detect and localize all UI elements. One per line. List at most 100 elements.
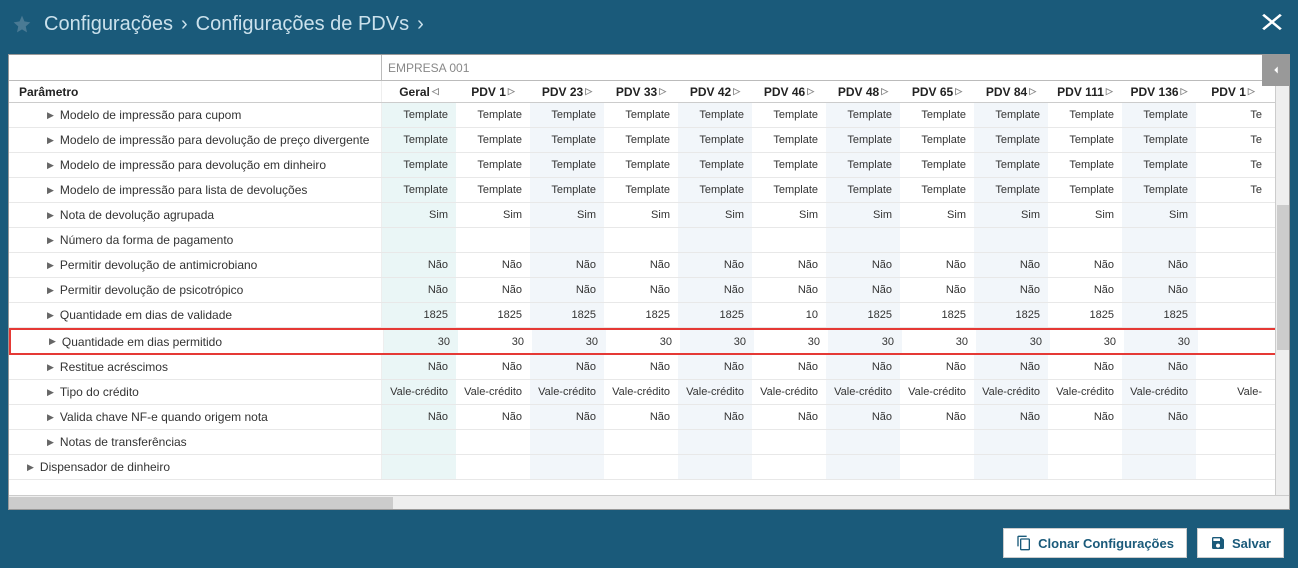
table-row[interactable]: ▶Dispensador de dinheiro bbox=[9, 455, 1289, 480]
expand-icon[interactable]: ▶ bbox=[47, 110, 54, 121]
cell[interactable]: Template bbox=[900, 178, 974, 202]
cell[interactable]: Template bbox=[604, 153, 678, 177]
expand-icon[interactable]: ▶ bbox=[47, 310, 54, 321]
cell[interactable] bbox=[900, 430, 974, 454]
cell[interactable]: Não bbox=[1122, 253, 1196, 277]
cell[interactable]: Não bbox=[974, 253, 1048, 277]
cell[interactable]: Não bbox=[604, 355, 678, 379]
cell[interactable]: Não bbox=[900, 355, 974, 379]
cell[interactable]: Template bbox=[1048, 103, 1122, 127]
cell[interactable]: 1825 bbox=[530, 303, 604, 327]
cell[interactable]: Vale-crédito bbox=[678, 380, 752, 404]
cell[interactable]: Não bbox=[752, 405, 826, 429]
cell[interactable]: Sim bbox=[382, 203, 456, 227]
table-row[interactable]: ▶Restitue acréscimosNãoNãoNãoNãoNãoNãoNã… bbox=[9, 355, 1289, 380]
cell[interactable]: 30 bbox=[680, 330, 754, 353]
cell[interactable]: Não bbox=[456, 278, 530, 302]
cell[interactable]: Não bbox=[456, 405, 530, 429]
cell[interactable]: Template bbox=[900, 128, 974, 152]
cell[interactable]: Vale-crédito bbox=[1122, 380, 1196, 404]
cell[interactable]: Não bbox=[900, 253, 974, 277]
cell[interactable] bbox=[900, 455, 974, 479]
cell[interactable]: 30 bbox=[754, 330, 828, 353]
expand-icon[interactable]: ▶ bbox=[47, 160, 54, 171]
cell[interactable]: Sim bbox=[974, 203, 1048, 227]
expand-icon[interactable]: ▶ bbox=[47, 387, 54, 398]
cell[interactable]: 30 bbox=[976, 330, 1050, 353]
cell[interactable]: Sim bbox=[456, 203, 530, 227]
cell[interactable]: Template bbox=[826, 103, 900, 127]
breadcrumb-item-2[interactable]: Configurações de PDVs bbox=[196, 13, 409, 36]
cell[interactable] bbox=[530, 455, 604, 479]
cell[interactable] bbox=[826, 430, 900, 454]
table-row[interactable]: ▶Tipo do créditoVale-créditoVale-crédito… bbox=[9, 380, 1289, 405]
cell[interactable]: 30 bbox=[458, 330, 532, 353]
cell[interactable]: Template bbox=[900, 103, 974, 127]
collapse-panel-button[interactable] bbox=[1262, 54, 1290, 86]
company-filter[interactable]: EMPRESA 001 bbox=[382, 55, 1289, 80]
cell[interactable]: Template bbox=[530, 128, 604, 152]
cell[interactable]: Não bbox=[456, 355, 530, 379]
cell[interactable]: 30 bbox=[902, 330, 976, 353]
cell[interactable] bbox=[752, 430, 826, 454]
cell[interactable]: Não bbox=[530, 278, 604, 302]
cell[interactable]: 1825 bbox=[604, 303, 678, 327]
cell[interactable] bbox=[1196, 405, 1270, 429]
column-header-pdv-48[interactable]: PDV 48 ▷ bbox=[826, 81, 900, 102]
cell[interactable]: Vale-crédito bbox=[604, 380, 678, 404]
cell[interactable] bbox=[1122, 455, 1196, 479]
cell[interactable]: Não bbox=[604, 278, 678, 302]
cell[interactable] bbox=[1196, 278, 1270, 302]
cell[interactable] bbox=[678, 228, 752, 252]
table-row[interactable]: ▶Permitir devolução de antimicrobianoNão… bbox=[9, 253, 1289, 278]
column-header-pdv-46[interactable]: PDV 46 ▷ bbox=[752, 81, 826, 102]
cell[interactable]: Template bbox=[382, 178, 456, 202]
table-row[interactable]: ▶Quantidade em dias permitido30303030303… bbox=[9, 328, 1289, 355]
expand-icon[interactable]: ▶ bbox=[47, 235, 54, 246]
cell[interactable]: 30 bbox=[606, 330, 680, 353]
cell[interactable]: Template bbox=[604, 103, 678, 127]
cell[interactable]: Te bbox=[1196, 103, 1270, 127]
table-row[interactable]: ▶Valida chave NF-e quando origem notaNão… bbox=[9, 405, 1289, 430]
cell[interactable] bbox=[456, 430, 530, 454]
cell[interactable]: Template bbox=[752, 103, 826, 127]
cell[interactable]: Vale-crédito bbox=[456, 380, 530, 404]
cell[interactable] bbox=[1196, 228, 1270, 252]
cell[interactable]: Vale-crédito bbox=[826, 380, 900, 404]
cell[interactable] bbox=[1122, 430, 1196, 454]
table-row[interactable]: ▶Permitir devolução de psicotrópicoNãoNã… bbox=[9, 278, 1289, 303]
cell[interactable]: Não bbox=[1048, 405, 1122, 429]
cell[interactable]: Template bbox=[826, 128, 900, 152]
cell[interactable]: Não bbox=[1122, 278, 1196, 302]
cell[interactable]: Não bbox=[530, 355, 604, 379]
column-header-pdv-84[interactable]: PDV 84 ▷ bbox=[974, 81, 1048, 102]
expand-icon[interactable]: ▶ bbox=[47, 285, 54, 296]
cell[interactable]: Template bbox=[974, 178, 1048, 202]
cell[interactable]: Sim bbox=[1122, 203, 1196, 227]
vertical-scrollbar[interactable] bbox=[1275, 81, 1289, 495]
cell[interactable]: 1825 bbox=[974, 303, 1048, 327]
expand-icon[interactable]: ▶ bbox=[47, 362, 54, 373]
close-button[interactable] bbox=[1258, 8, 1286, 41]
cell[interactable]: 30 bbox=[384, 330, 458, 353]
cell[interactable] bbox=[826, 455, 900, 479]
table-row[interactable]: ▶Modelo de impressão para cupomTemplateT… bbox=[9, 103, 1289, 128]
expand-icon[interactable]: ▶ bbox=[47, 437, 54, 448]
cell[interactable]: Não bbox=[1048, 253, 1122, 277]
cell[interactable] bbox=[530, 228, 604, 252]
cell[interactable]: Template bbox=[678, 178, 752, 202]
cell[interactable]: Template bbox=[1048, 153, 1122, 177]
cell[interactable]: 1825 bbox=[826, 303, 900, 327]
cell[interactable]: Template bbox=[382, 128, 456, 152]
expand-icon[interactable]: ▶ bbox=[47, 260, 54, 271]
column-header-pdv-1[interactable]: PDV 1 ▷ bbox=[456, 81, 530, 102]
cell[interactable]: 10 bbox=[752, 303, 826, 327]
column-header-pdv-42[interactable]: PDV 42 ▷ bbox=[678, 81, 752, 102]
cell[interactable]: Template bbox=[752, 178, 826, 202]
cell[interactable]: Template bbox=[1122, 153, 1196, 177]
column-header-pdv-136[interactable]: PDV 136 ▷ bbox=[1122, 81, 1196, 102]
column-header-pdv-33[interactable]: PDV 33 ▷ bbox=[604, 81, 678, 102]
cell[interactable]: Template bbox=[974, 153, 1048, 177]
cell[interactable]: Sim bbox=[900, 203, 974, 227]
cell[interactable]: Não bbox=[900, 405, 974, 429]
